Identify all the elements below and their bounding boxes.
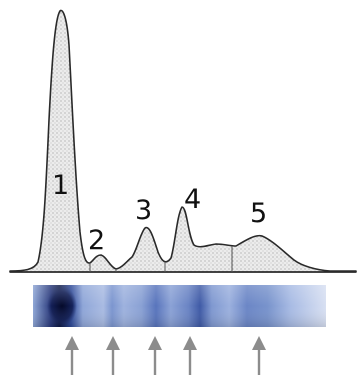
electrophoresis-strip — [33, 285, 326, 327]
band-arrows — [65, 336, 266, 375]
densitometer-trace — [9, 9, 357, 273]
arrow-up-icon — [106, 336, 120, 375]
trace-area — [9, 9, 357, 273]
peak-label-1: 1 — [52, 170, 69, 201]
peak-label-3: 3 — [135, 195, 152, 226]
peak-labels: 1 2 3 4 5 — [52, 170, 267, 256]
peak-label-2: 2 — [88, 225, 105, 256]
arrow-up-icon — [252, 336, 266, 375]
arrow-up-icon — [148, 336, 162, 375]
arrow-up-icon — [183, 336, 197, 375]
peak-label-4: 4 — [184, 184, 201, 215]
strip-shading — [33, 285, 326, 327]
arrow-up-icon — [65, 336, 79, 375]
peak-label-5: 5 — [250, 198, 267, 229]
